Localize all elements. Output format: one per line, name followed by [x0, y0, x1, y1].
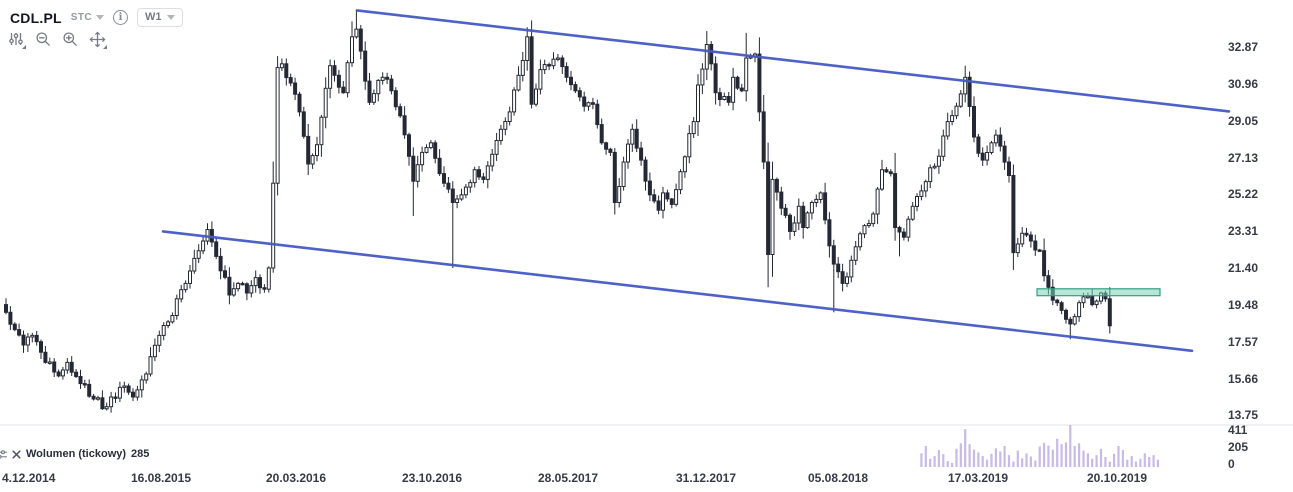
indicator-label: Wolumen (tickowy) — [26, 448, 127, 460]
chart-toolbar — [6, 29, 107, 49]
trendline-lower[interactable] — [161, 230, 1194, 353]
close-icon — [12, 449, 21, 459]
timeframe-label: W1 — [144, 11, 162, 23]
symbol-label: CDL.PL — [10, 9, 62, 26]
indicators-button[interactable] — [6, 29, 26, 49]
cross-arrows-icon — [89, 31, 105, 47]
pan-button[interactable] — [87, 29, 107, 49]
indicator-remove-button[interactable] — [12, 449, 21, 459]
zoom-in-button[interactable] — [60, 29, 80, 49]
candlestick-series — [4, 9, 1112, 413]
symbol-header: CDL.PL STC i W1 — [10, 8, 184, 27]
indicator-value: 285 — [131, 448, 150, 460]
chevron-down-icon — [95, 15, 104, 20]
submenu-corner-icon — [22, 45, 26, 49]
trendline-upper[interactable] — [355, 9, 1231, 113]
exchange-label: STC — [70, 12, 92, 23]
indicators-icon — [9, 33, 23, 45]
timeframe-button[interactable]: W1 — [136, 8, 184, 27]
volume-indicator-row: Wolumen (tickowy) 285 — [0, 448, 149, 460]
chevron-down-icon — [167, 14, 176, 20]
zoom-out-button[interactable] — [33, 29, 53, 49]
volume-series — [920, 425, 1159, 467]
support-zone[interactable] — [1036, 288, 1161, 297]
submenu-corner-icon — [103, 45, 107, 49]
exchange-selector[interactable]: STC — [71, 12, 104, 23]
indicator-settings-button[interactable] — [0, 449, 7, 460]
zoom-out-icon — [36, 32, 50, 46]
zoom-in-icon — [63, 32, 77, 46]
indicator-settings-icon — [0, 449, 7, 459]
info-icon[interactable]: i — [112, 10, 128, 25]
